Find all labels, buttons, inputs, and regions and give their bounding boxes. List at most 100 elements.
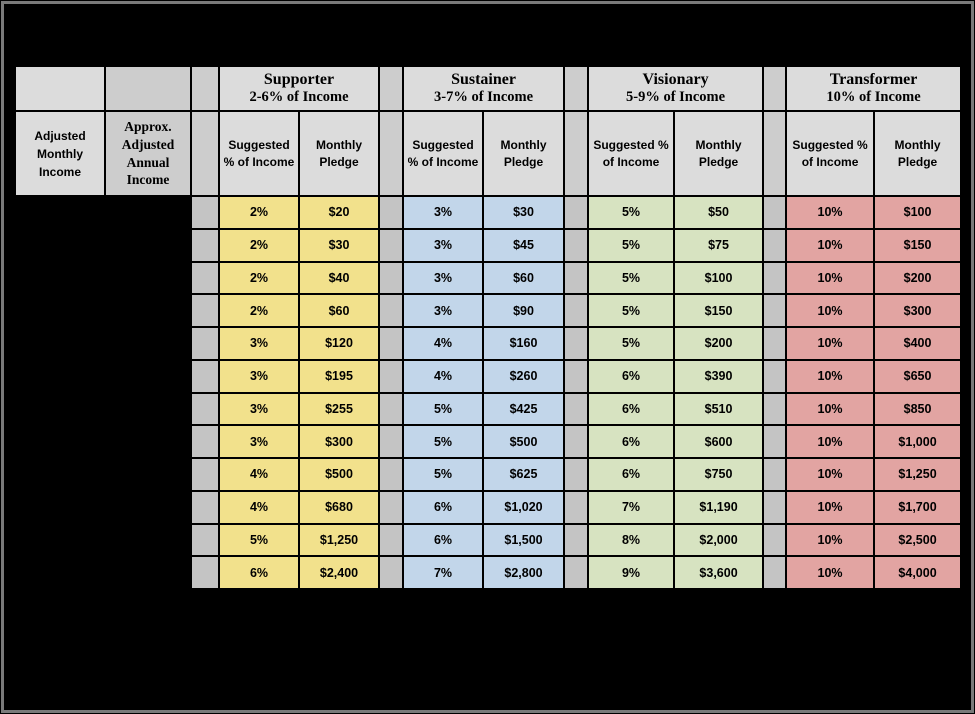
suggested-pct-header: Suggested % of Income xyxy=(785,110,876,197)
spacer-cell xyxy=(378,65,405,112)
suggested-pct-cell: 10% xyxy=(785,326,876,361)
suggested-pct-cell: 10% xyxy=(785,195,876,230)
spacer-cell xyxy=(190,457,220,492)
spacer-cell xyxy=(190,293,220,328)
monthly-pledge-cell: $850 xyxy=(873,391,963,427)
suggested-pct-cell: 5% xyxy=(587,195,676,230)
monthly-pledge-cell: $2,500 xyxy=(873,522,963,558)
spacer-cell xyxy=(563,65,590,112)
spacer-cell xyxy=(762,110,788,197)
suggested-pct-cell: 2% xyxy=(218,195,300,230)
monthly-pledge-cell: $60 xyxy=(482,260,566,296)
spacer-cell xyxy=(190,110,220,197)
table-row: 4% $680 6% $1,020 7% $1,190 10% $1,700 xyxy=(14,489,963,525)
monthly-pledge-cell: $150 xyxy=(673,293,765,328)
suggested-pct-cell: 5% xyxy=(587,326,676,361)
spacer-cell xyxy=(378,293,405,328)
monthly-pledge-cell: $400 xyxy=(873,326,963,361)
table-row: 3% $255 5% $425 6% $510 10% $850 xyxy=(14,391,963,427)
spacer-cell xyxy=(762,424,788,459)
table-row: 3% $195 4% $260 6% $390 10% $650 xyxy=(14,358,963,394)
spacer-cell xyxy=(190,326,220,361)
suggested-pct-cell: 5% xyxy=(402,424,485,459)
tier-range: 2-6% of Income xyxy=(249,89,349,106)
spacer-cell xyxy=(762,227,788,263)
suggested-pct-cell: 3% xyxy=(218,326,300,361)
table-row: 2% $20 3% $30 5% $50 10% $100 xyxy=(14,195,963,230)
suggested-pct-cell: 6% xyxy=(587,457,676,492)
suggested-pct-cell: 10% xyxy=(785,457,876,492)
suggested-pct-header: Suggested % of Income xyxy=(218,110,300,197)
tier-range: 3-7% of Income xyxy=(433,89,534,106)
monthly-pledge-cell: $1,250 xyxy=(297,522,381,558)
suggested-pct-cell: 3% xyxy=(218,391,300,427)
monthly-pledge-cell: $2,400 xyxy=(297,555,381,590)
spacer-cell xyxy=(563,522,590,558)
column-header-row: Adjusted Monthly Income Approx. Adjusted… xyxy=(14,110,963,197)
spacer-cell xyxy=(190,489,220,525)
spacer-cell xyxy=(762,65,788,112)
monthly-pledge-cell: $160 xyxy=(482,326,566,361)
suggested-pct-cell: 6% xyxy=(587,424,676,459)
blank-header-cell xyxy=(14,65,106,112)
monthly-pledge-cell: $30 xyxy=(297,227,381,263)
suggested-pct-cell: 5% xyxy=(402,457,485,492)
spacer-cell xyxy=(563,110,590,197)
table-row: 2% $60 3% $90 5% $150 10% $300 xyxy=(14,293,963,328)
spacer-cell xyxy=(190,227,220,263)
suggested-pct-cell: 2% xyxy=(218,260,300,296)
redacted-income-cell xyxy=(14,326,192,361)
spacer-cell xyxy=(762,326,788,361)
suggested-pct-cell: 4% xyxy=(402,326,485,361)
monthly-pledge-cell: $75 xyxy=(673,227,765,263)
monthly-pledge-cell: $650 xyxy=(873,358,963,394)
monthly-pledge-cell: $90 xyxy=(482,293,566,328)
monthly-pledge-cell: $750 xyxy=(673,457,765,492)
redacted-income-cell xyxy=(14,391,192,427)
redacted-income-cell xyxy=(14,424,192,459)
monthly-pledge-header: Monthly Pledge xyxy=(673,110,765,197)
spacer-cell xyxy=(378,457,405,492)
suggested-pct-cell: 4% xyxy=(218,457,300,492)
suggested-pct-cell: 6% xyxy=(587,391,676,427)
spacer-cell xyxy=(378,195,405,230)
pledge-table-body: 2% $20 3% $30 5% $50 10% $100 2% $30 3% $45 5% $75 10%… xyxy=(14,195,963,590)
monthly-pledge-cell: $260 xyxy=(482,358,566,394)
monthly-pledge-cell: $2,800 xyxy=(482,555,566,590)
spacer-cell xyxy=(378,110,405,197)
suggested-pct-cell: 6% xyxy=(218,555,300,590)
spacer-cell xyxy=(190,65,220,112)
monthly-pledge-cell: $300 xyxy=(873,293,963,328)
suggested-pct-cell: 10% xyxy=(785,424,876,459)
spacer-cell xyxy=(762,457,788,492)
monthly-pledge-cell: $120 xyxy=(297,326,381,361)
suggested-pct-header: Suggested % of Income xyxy=(402,110,485,197)
redacted-income-cell xyxy=(14,555,192,590)
suggested-pct-cell: 3% xyxy=(402,293,485,328)
monthly-pledge-header: Monthly Pledge xyxy=(482,110,566,197)
suggested-pct-cell: 9% xyxy=(587,555,676,590)
table-row: 6% $2,400 7% $2,800 9% $3,600 10% $4,000 xyxy=(14,555,963,590)
suggested-pct-cell: 3% xyxy=(402,195,485,230)
redacted-income-cell xyxy=(14,489,192,525)
spacer-cell xyxy=(563,424,590,459)
redacted-income-cell xyxy=(14,358,192,394)
spacer-cell xyxy=(190,522,220,558)
spacer-cell xyxy=(563,195,590,230)
monthly-pledge-cell: $30 xyxy=(482,195,566,230)
spacer-cell xyxy=(378,424,405,459)
spacer-cell xyxy=(762,555,788,590)
suggested-pct-cell: 2% xyxy=(218,293,300,328)
tier-header-row: Supporter 2-6% of Income Sustainer 3-7% … xyxy=(14,65,963,112)
spacer-cell xyxy=(190,391,220,427)
spacer-cell xyxy=(190,555,220,590)
monthly-pledge-cell: $4,000 xyxy=(873,555,963,590)
monthly-pledge-header: Monthly Pledge xyxy=(873,110,963,197)
spacer-cell xyxy=(378,489,405,525)
monthly-pledge-cell: $510 xyxy=(673,391,765,427)
pledge-table: Supporter 2-6% of Income Sustainer 3-7% … xyxy=(14,65,963,590)
spacer-cell xyxy=(762,489,788,525)
spacer-cell xyxy=(563,489,590,525)
spacer-cell xyxy=(190,358,220,394)
monthly-pledge-cell: $40 xyxy=(297,260,381,296)
